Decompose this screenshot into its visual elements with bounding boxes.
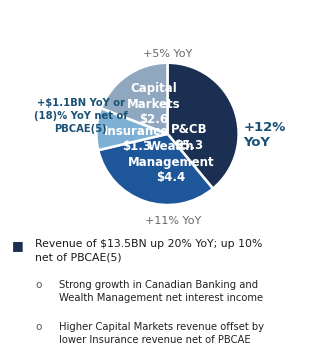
Text: P&CB
$5.3: P&CB $5.3 — [171, 123, 207, 152]
Text: ($BN): ($BN) — [278, 15, 331, 33]
Text: Insurance
$1.3: Insurance $1.3 — [104, 125, 169, 153]
Text: Strong growth in Canadian Banking and
Wealth Management net interest income: Strong growth in Canadian Banking and We… — [59, 280, 263, 303]
Text: Revenue of $13.5BN up 20% YoY; up 10%
net of PBCAE(5): Revenue of $13.5BN up 20% YoY; up 10% ne… — [35, 239, 263, 262]
Wedge shape — [96, 108, 168, 150]
Text: Higher Capital Markets revenue offset by
lower Insurance revenue net of PBCAE: Higher Capital Markets revenue offset by… — [59, 322, 264, 346]
Wedge shape — [98, 134, 213, 205]
Text: Capital
Markets
$2.6: Capital Markets $2.6 — [126, 82, 180, 126]
Text: Diversified revenue streams: Diversified revenue streams — [10, 15, 276, 33]
Text: +$1.1BN YoY or
(18)% YoY net of
PBCAE(5): +$1.1BN YoY or (18)% YoY net of PBCAE(5) — [34, 98, 128, 134]
Text: +11% YoY: +11% YoY — [145, 216, 201, 226]
Wedge shape — [101, 63, 168, 134]
Text: Wealth
Management
$4.4: Wealth Management $4.4 — [128, 140, 214, 184]
Text: +12%
YoY: +12% YoY — [244, 121, 286, 149]
Text: (4): (4) — [266, 9, 282, 19]
Text: +5% YoY: +5% YoY — [143, 49, 192, 59]
Wedge shape — [168, 63, 239, 188]
Text: o: o — [35, 280, 42, 290]
Text: ■: ■ — [12, 239, 23, 252]
Text: o: o — [35, 322, 42, 332]
